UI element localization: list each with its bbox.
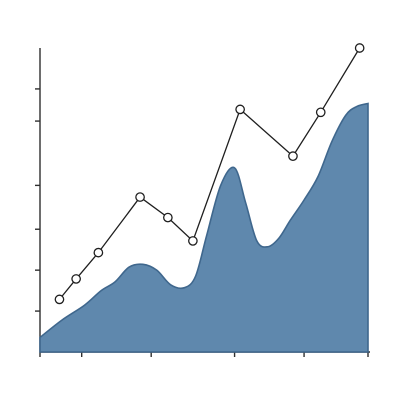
line-point-7 [235,104,245,115]
line-point-4 [135,192,145,202]
line-series-path [58,47,361,300]
area-series-fill [39,102,369,353]
line-point-3 [93,247,104,258]
plot-layer [35,43,370,357]
line-point-10 [354,43,365,53]
line-point-5 [163,212,173,223]
line-point-8 [288,151,298,162]
line-point-2 [71,274,81,284]
line-point-1 [54,294,65,305]
line-point-6 [188,236,198,246]
line-point-9 [315,107,326,118]
